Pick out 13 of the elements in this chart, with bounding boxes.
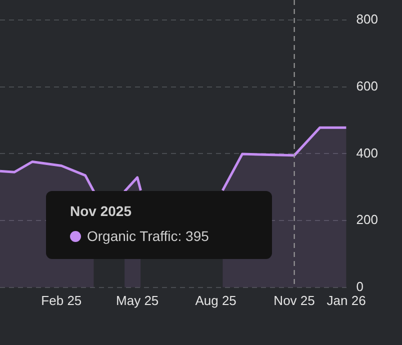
annotation: Organic Traffic: 395: [87, 228, 209, 244]
x-tick-label: Nov 25: [274, 292, 315, 308]
y-tick-label: 800: [356, 12, 378, 27]
y-tick-label: 600: [356, 78, 378, 94]
y-tick-label: 0: [356, 278, 364, 294]
annotation: Nov 2025: [70, 203, 132, 219]
x-tick-label: Aug 25: [195, 292, 236, 308]
tooltip-panel: Nov 2025 Organic Traffic: 395: [46, 191, 272, 259]
y-tick-label: 400: [356, 145, 378, 160]
x-tick-label: May 25: [116, 292, 159, 308]
x-tick-label: Jan 26: [326, 292, 366, 308]
x-tick-label: Feb 25: [41, 292, 82, 308]
y-tick-label: 200: [356, 212, 378, 228]
